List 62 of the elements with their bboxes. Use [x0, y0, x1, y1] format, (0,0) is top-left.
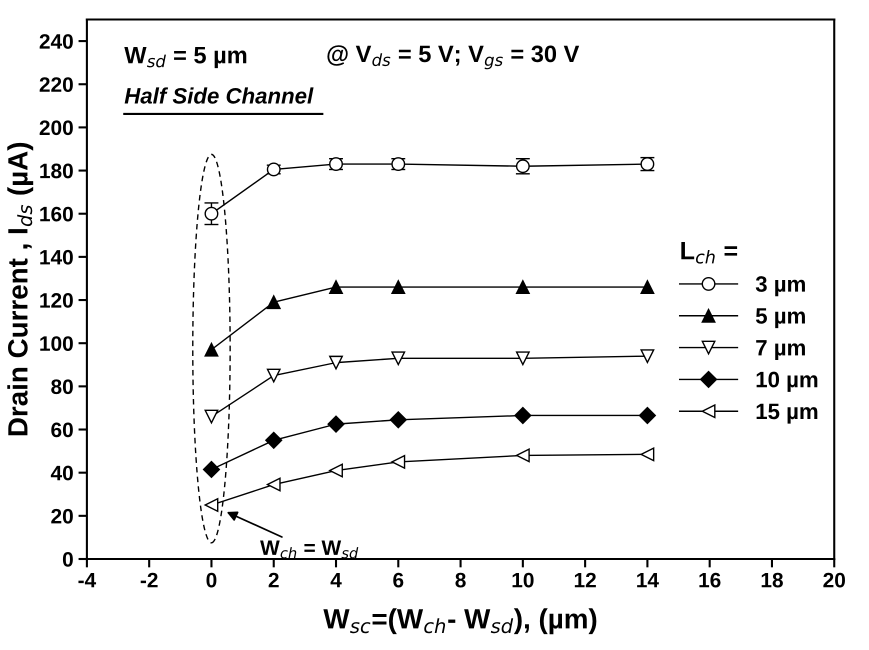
x-tick-label: -4 — [78, 572, 96, 588]
x-tick-label: 20 — [823, 572, 845, 588]
point — [640, 280, 654, 294]
y-tick-label: 180 — [40, 164, 73, 178]
y-axis-title: Drain Current , I$_{ds}$ (µA) — [7, 142, 34, 436]
point — [265, 432, 282, 449]
x-tick-label: 10 — [512, 572, 534, 588]
x-tick-label: 0 — [206, 572, 216, 588]
point — [516, 351, 530, 366]
y-tick-label: 200 — [40, 120, 73, 136]
legend-label: 10 µm — [756, 372, 818, 392]
y-tick-label: 0 — [62, 552, 73, 567]
point — [391, 454, 406, 469]
point — [202, 460, 220, 478]
y-tick-label: 100 — [40, 336, 73, 351]
x-axis-title: W$_{sc}$=(W$_{ch}$- W$_{sd}$), (µm) — [323, 608, 596, 634]
y-tick-label: 160 — [40, 206, 73, 222]
legend-title: L$_{ch}$ = — [681, 242, 738, 264]
annotation: W$_{sd}$ = 5 µm — [124, 47, 246, 68]
point — [266, 478, 281, 492]
annotation: @ V$_{ds}$ = 5 V; V$_{gs}$ = 30 V — [327, 45, 580, 70]
point — [640, 349, 654, 364]
point — [329, 356, 343, 370]
point — [640, 447, 654, 462]
legend-label: 5 µm — [756, 308, 805, 328]
x-tick-label: -2 — [140, 572, 158, 588]
x-tick-label: 8 — [455, 572, 466, 588]
y-tick-label: 220 — [40, 77, 73, 92]
x-tick-label: 12 — [574, 572, 596, 588]
point — [266, 368, 281, 383]
point — [204, 410, 218, 424]
point — [391, 280, 406, 294]
legend-label: 3 µm — [756, 276, 805, 296]
y-tick-label: 40 — [50, 466, 73, 480]
y-tick-label: 240 — [40, 34, 73, 49]
point — [266, 295, 281, 310]
y-tick-label: 140 — [40, 250, 73, 265]
y-tick-label: 60 — [51, 422, 73, 438]
point — [204, 206, 218, 221]
point — [204, 342, 218, 357]
point — [638, 406, 656, 424]
point — [391, 351, 406, 366]
point — [516, 448, 530, 462]
point — [204, 498, 218, 512]
point — [329, 464, 343, 478]
x-tick-label: 18 — [762, 572, 783, 588]
x-tick-label: 16 — [699, 572, 721, 588]
x-tick-label: 2 — [268, 572, 279, 588]
legend-label: 7 µm — [756, 340, 805, 360]
point — [516, 280, 530, 294]
y-tick-label: 20 — [51, 508, 73, 524]
point — [514, 406, 532, 424]
annotation: Half Side Channel — [124, 87, 314, 104]
point — [329, 280, 343, 294]
x-tick-label: 4 — [330, 572, 342, 588]
point — [327, 416, 345, 433]
x-tick-label: 14 — [637, 572, 659, 588]
y-tick-label: 120 — [40, 293, 73, 308]
legend-label: 15 µm — [756, 404, 818, 424]
x-tick-label: 6 — [393, 572, 404, 588]
point — [390, 411, 407, 428]
y-tick-label: 80 — [51, 379, 73, 394]
